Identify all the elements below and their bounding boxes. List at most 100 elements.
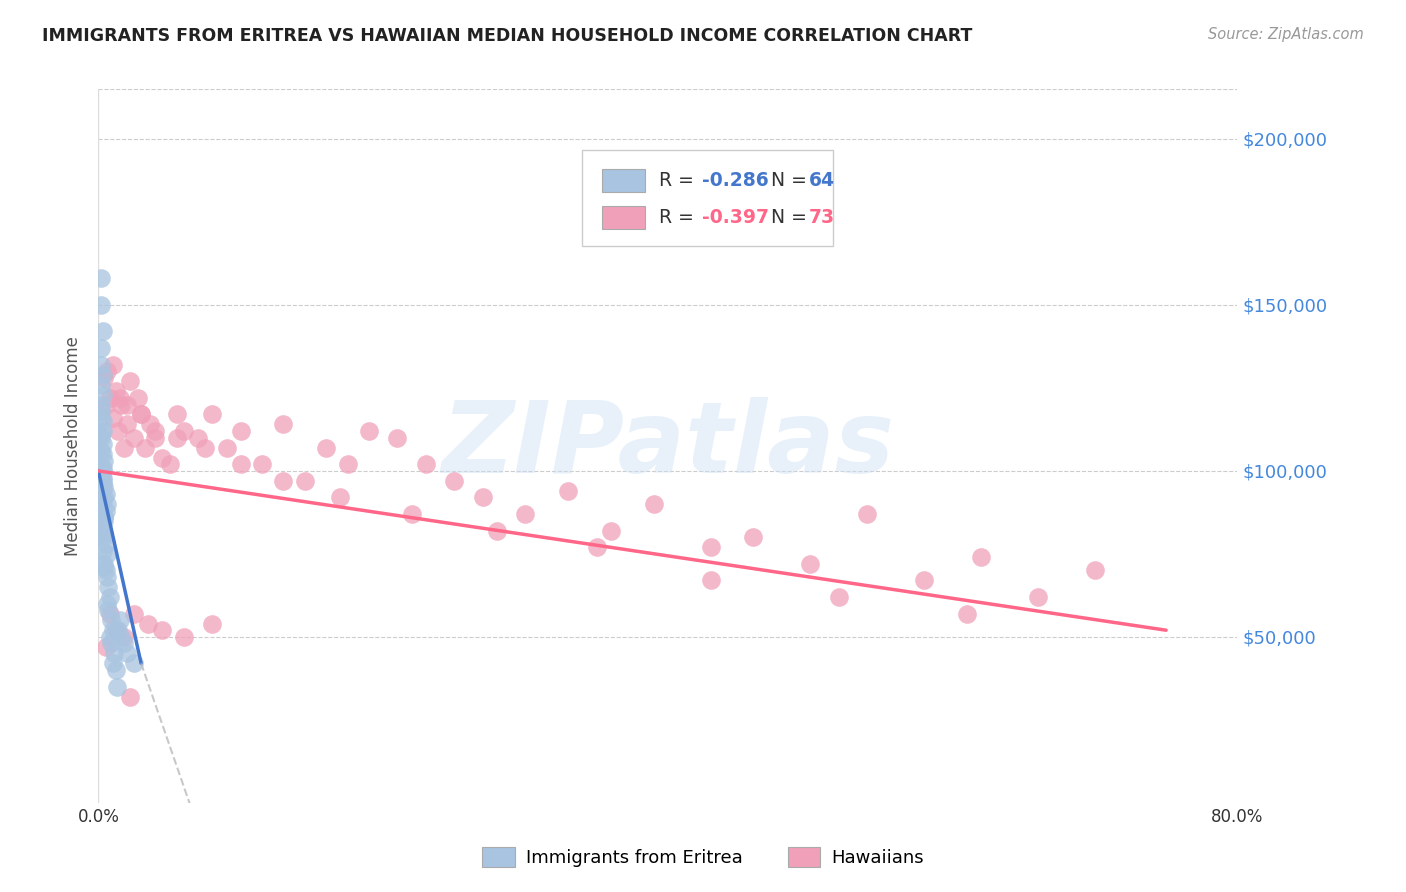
Point	[443, 474, 465, 488]
Point	[600, 524, 623, 538]
Point	[112, 636, 135, 650]
FancyBboxPatch shape	[602, 169, 645, 192]
Point	[173, 630, 195, 644]
Point	[201, 408, 224, 422]
Point	[273, 474, 295, 488]
Point	[1026, 590, 1049, 604]
Point	[91, 543, 114, 558]
Point	[699, 574, 721, 588]
Point	[91, 474, 114, 488]
Point	[129, 408, 152, 422]
Point	[96, 547, 118, 561]
Point	[98, 630, 121, 644]
Point	[104, 624, 127, 638]
Point	[115, 417, 138, 432]
Point	[486, 524, 509, 538]
Point	[94, 537, 117, 551]
Point	[90, 431, 112, 445]
Point	[90, 460, 112, 475]
Point	[91, 387, 114, 401]
Point	[104, 663, 127, 677]
Point	[93, 560, 115, 574]
Point	[557, 483, 579, 498]
Text: 64: 64	[808, 170, 835, 190]
Point	[91, 424, 114, 438]
Point	[108, 613, 131, 627]
Point	[122, 607, 145, 621]
Point	[145, 431, 167, 445]
Text: N =: N =	[754, 170, 813, 190]
FancyBboxPatch shape	[602, 206, 645, 229]
Text: IMMIGRANTS FROM ERITREA VS HAWAIIAN MEDIAN HOUSEHOLD INCOME CORRELATION CHART: IMMIGRANTS FROM ERITREA VS HAWAIIAN MEDI…	[42, 27, 973, 45]
Point	[115, 647, 138, 661]
Point	[91, 464, 114, 478]
Point	[91, 470, 114, 484]
Point	[91, 437, 114, 451]
Point	[93, 454, 115, 468]
Point	[107, 624, 129, 638]
Point	[699, 540, 721, 554]
Point	[828, 590, 851, 604]
Point	[101, 410, 124, 425]
Point	[118, 690, 141, 704]
Point	[98, 607, 121, 621]
Point	[104, 384, 127, 399]
Point	[107, 424, 129, 438]
Point	[122, 431, 145, 445]
Point	[136, 616, 159, 631]
Text: R =: R =	[659, 208, 700, 227]
Point	[742, 530, 765, 544]
Y-axis label: Median Household Income: Median Household Income	[65, 336, 83, 556]
Point	[415, 457, 437, 471]
Point	[90, 404, 112, 418]
Point	[315, 441, 337, 455]
Point	[90, 427, 112, 442]
Point	[90, 358, 112, 372]
Point	[229, 424, 252, 438]
Point	[134, 441, 156, 455]
Point	[103, 647, 125, 661]
Point	[110, 630, 132, 644]
Point	[93, 371, 115, 385]
Point	[110, 397, 132, 411]
Text: -0.286: -0.286	[702, 170, 769, 190]
Point	[912, 574, 935, 588]
Point	[90, 410, 112, 425]
Point	[108, 391, 131, 405]
Point	[93, 481, 115, 495]
Point	[250, 457, 273, 471]
Point	[97, 580, 120, 594]
Point	[145, 424, 167, 438]
Point	[91, 460, 114, 475]
Point	[401, 507, 423, 521]
Point	[90, 493, 112, 508]
Text: R =: R =	[659, 170, 700, 190]
Text: N =: N =	[754, 208, 813, 227]
Point	[118, 374, 141, 388]
Point	[91, 524, 114, 538]
Point	[90, 397, 112, 411]
Point	[159, 457, 181, 471]
Point	[127, 391, 149, 405]
Point	[90, 444, 112, 458]
Point	[357, 424, 380, 438]
Point	[100, 613, 122, 627]
Point	[91, 493, 114, 508]
Point	[90, 341, 112, 355]
Point	[96, 570, 118, 584]
Point	[152, 624, 174, 638]
Point	[336, 457, 359, 471]
Point	[138, 417, 160, 432]
Point	[100, 636, 122, 650]
Point	[94, 487, 117, 501]
Point	[152, 450, 174, 465]
Point	[97, 603, 120, 617]
Point	[101, 657, 124, 671]
Point	[515, 507, 537, 521]
Point	[93, 510, 115, 524]
Point	[166, 431, 188, 445]
Point	[101, 624, 124, 638]
Point	[96, 364, 118, 378]
Point	[98, 590, 121, 604]
Point	[956, 607, 979, 621]
